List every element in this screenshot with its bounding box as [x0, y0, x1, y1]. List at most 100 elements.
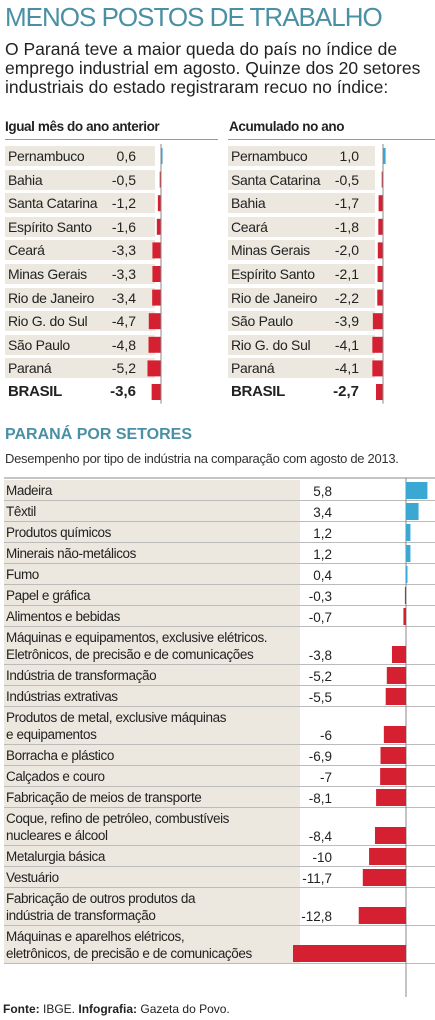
state-row: Espírito Santo -1,6	[5, 216, 161, 241]
sector-name: Vestuário	[4, 867, 300, 887]
sector-row: Indústria de transformação -5,2	[4, 665, 435, 686]
state-value: -2,1	[334, 266, 359, 282]
row-divider	[4, 626, 435, 627]
row-divider	[4, 500, 435, 501]
bar-negative	[391, 646, 406, 663]
sector-value: -0,3	[308, 589, 332, 604]
state-row: Rio de Janeiro -2,2	[228, 287, 383, 312]
bar-positive	[383, 148, 386, 164]
sector-name: Máquinas e equipamentos, exclusive elétr…	[4, 627, 300, 664]
bar-negative	[362, 869, 406, 886]
state-row: Paraná -4,1	[228, 358, 383, 382]
sector-label: Fabricação de outros produtos da indústr…	[6, 891, 196, 923]
row-divider	[4, 584, 435, 585]
sector-value: -10	[312, 850, 332, 865]
sector-label: Madeira	[6, 483, 52, 498]
bar-negative	[377, 242, 383, 259]
bar-positive	[161, 148, 163, 164]
state-name: Rio de Janeiro	[228, 287, 375, 308]
state-name: Bahia	[5, 169, 155, 190]
intro-text: O Paraná teve a maior queda do país no í…	[5, 39, 421, 97]
bar-negative	[377, 289, 383, 306]
state-row: São Paulo -3,9	[228, 311, 383, 335]
sector-label: Indústrias extrativas	[6, 689, 118, 704]
bar-negative	[157, 195, 161, 212]
sector-label: Coque, refino de petróleo, combustíveis …	[6, 811, 230, 843]
state-name: Pernambuco	[5, 146, 155, 166]
bar-negative	[369, 848, 406, 865]
section-subtitle: Desempenho por tipo de indústria na comp…	[5, 451, 399, 466]
sector-label: Borracha e plástico	[6, 748, 114, 763]
row-divider	[4, 563, 435, 564]
sector-row: Fabricação de meios de transporte -8,1	[4, 787, 435, 808]
sector-value: 0,4	[313, 568, 332, 583]
bar-negative	[148, 313, 161, 330]
state-value: 0,6	[116, 148, 136, 164]
section-title: PARANÁ POR SETORES	[5, 426, 192, 443]
sector-name: Borracha e plástico	[4, 745, 300, 765]
sector-label: Fabricação de meios de transporte	[6, 790, 202, 805]
sector-row: Minerais não-metálicos 1,2	[4, 543, 435, 564]
state-row: BRASIL -2,7	[228, 382, 383, 406]
state-value: -1,2	[111, 195, 136, 212]
sector-value: -0,7	[308, 610, 332, 625]
bar-positive	[406, 566, 408, 583]
divider	[5, 139, 218, 140]
state-name: Paraná	[228, 358, 375, 379]
bar-negative	[376, 789, 406, 806]
sector-name: Indústrias extrativas	[4, 686, 300, 706]
bar-negative	[151, 384, 161, 400]
bar-negative	[152, 242, 161, 259]
bar-negative	[374, 827, 406, 844]
state-row: Rio G. do Sul -4,1	[228, 334, 383, 359]
state-value: -2,7	[333, 383, 359, 400]
sector-value: -6,9	[308, 749, 332, 764]
state-name: Paraná	[5, 358, 155, 379]
graphic-text: Gazeta do Povo.	[140, 1002, 230, 1016]
sector-name: Produtos químicos	[4, 522, 300, 542]
row-divider	[4, 664, 435, 665]
sector-row: Produtos de metal, exclusive máquinas e …	[4, 707, 435, 745]
sector-row: Madeira 5,8	[4, 480, 435, 501]
sector-row: Têxtil 3,4	[4, 501, 435, 522]
bar-negative	[152, 289, 161, 306]
sector-value: 1,2	[313, 547, 332, 562]
state-value: -5,2	[111, 360, 136, 377]
sector-label: Produtos de metal, exclusive máquinas e …	[6, 710, 227, 742]
sector-label: Máquinas e aparelhos elétricos, eletrôni…	[6, 929, 252, 961]
sector-name: Produtos de metal, exclusive máquinas e …	[4, 707, 300, 744]
row-divider	[4, 744, 435, 745]
sector-label: Alimentos e bebidas	[6, 609, 120, 624]
row-divider	[4, 925, 435, 926]
sector-label: Indústria de transformação	[6, 668, 157, 683]
bar-negative	[372, 360, 383, 377]
row-divider	[4, 963, 435, 964]
state-value: -3,4	[111, 289, 136, 306]
sector-label: Minerais não-metálicos	[6, 546, 137, 561]
state-row: São Paulo -4,8	[5, 334, 161, 359]
state-value: -0,5	[334, 171, 359, 188]
sector-name: Calçados e couro	[4, 766, 300, 786]
sector-row: Fabricação de outros produtos da indústr…	[4, 888, 435, 926]
sector-name: Minerais não-metálicos	[4, 543, 300, 563]
page-title: MENOS POSTOS DE TRABALHO	[5, 2, 383, 32]
sector-name: Papel e gráfica	[4, 585, 300, 605]
state-value: -3,6	[110, 383, 136, 400]
sector-row: Papel e gráfica -0,3	[4, 585, 435, 606]
state-name: Rio G. do Sul	[5, 311, 155, 332]
state-row: Pernambuco 1,0	[228, 146, 383, 170]
bar-negative	[386, 667, 406, 684]
bar-negative	[385, 688, 406, 705]
sector-row: Vestuário -11,7	[4, 867, 435, 888]
sector-row: Indústrias extrativas -5,5	[4, 686, 435, 707]
state-value: -1,8	[334, 218, 359, 235]
state-row: Santa Catarina -0,5	[228, 169, 383, 194]
state-name: BRASIL	[8, 383, 63, 400]
sector-value: 5,8	[313, 484, 332, 499]
state-value: -1,7	[334, 195, 359, 212]
bar-negative	[159, 171, 161, 188]
sector-row: Alimentos e bebidas -0,7	[4, 606, 435, 627]
sector-name: Coque, refino de petróleo, combustíveis …	[4, 808, 300, 845]
sector-value: 3,4	[313, 505, 332, 520]
